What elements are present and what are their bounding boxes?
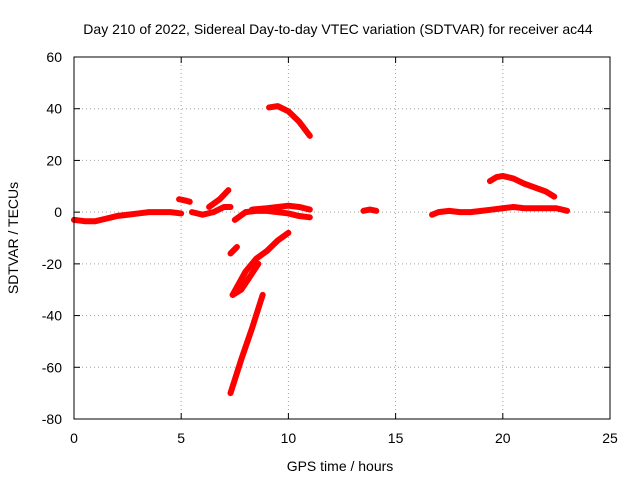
grid [74, 57, 610, 419]
series-line-arc-3 [188, 203, 234, 218]
x-tick-label: 10 [281, 430, 297, 446]
y-tick-label: 40 [46, 101, 62, 117]
y-tick-label: -40 [42, 308, 62, 324]
series-layer [71, 103, 571, 397]
y-tick-label: -60 [42, 359, 62, 375]
x-tick-label: 5 [177, 430, 185, 446]
x-tick-label: 0 [70, 430, 78, 446]
series-line-arc-5 [231, 207, 313, 223]
series-line-arc-2 [176, 196, 193, 205]
y-tick-label: -80 [42, 411, 62, 427]
series-line-arc-1 [71, 209, 185, 225]
series-line-arc-13 [429, 203, 571, 218]
y-tick-label: 20 [46, 152, 62, 168]
series-line-arc-4 [206, 187, 232, 210]
y-tick-label: 0 [54, 204, 62, 220]
series-line-arc-11 [227, 291, 266, 397]
y-tick-label: 60 [46, 49, 62, 65]
chart-title: Day 210 of 2022, Sidereal Day-to-day VTE… [83, 21, 593, 37]
series-line-arc-10 [229, 260, 262, 298]
plot-frame [73, 56, 611, 420]
series-line-arc-9 [229, 229, 292, 298]
series-line-arc-8 [227, 244, 240, 257]
x-tick-label: 25 [602, 430, 618, 446]
y-axis-label: SDTVAR / TECUs [5, 182, 21, 294]
x-tick-label: 15 [388, 430, 404, 446]
y-tick-label: -20 [42, 256, 62, 272]
tick-labels: 0 5 10 15 20 25 -80 -60 -40 -20 0 20 40 60 [42, 49, 618, 446]
x-axis-label: GPS time / hours [287, 458, 394, 474]
series-line-arc-12 [360, 206, 380, 214]
series-line-arc-14 [486, 172, 558, 200]
series-line-arc-6 [248, 202, 313, 213]
ticks [73, 56, 611, 420]
x-tick-label: 20 [495, 430, 511, 446]
series-line-arc-7 [266, 103, 313, 139]
